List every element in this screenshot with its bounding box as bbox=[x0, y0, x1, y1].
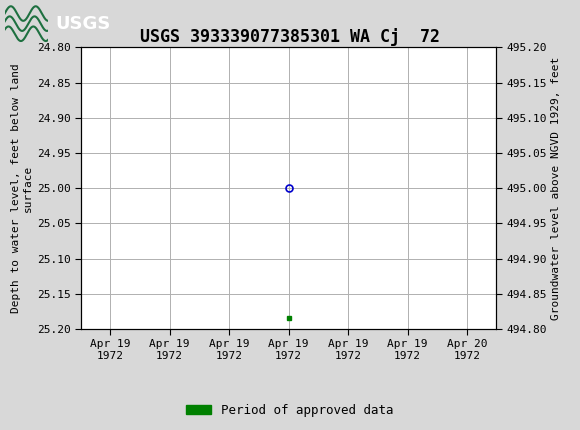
Text: USGS 393339077385301 WA Cj  72: USGS 393339077385301 WA Cj 72 bbox=[140, 28, 440, 46]
Y-axis label: Depth to water level, feet below land
surface: Depth to water level, feet below land su… bbox=[11, 63, 33, 313]
Text: USGS: USGS bbox=[55, 15, 110, 33]
Legend: Period of approved data: Period of approved data bbox=[181, 399, 399, 421]
Y-axis label: Groundwater level above NGVD 1929, feet: Groundwater level above NGVD 1929, feet bbox=[551, 56, 561, 320]
